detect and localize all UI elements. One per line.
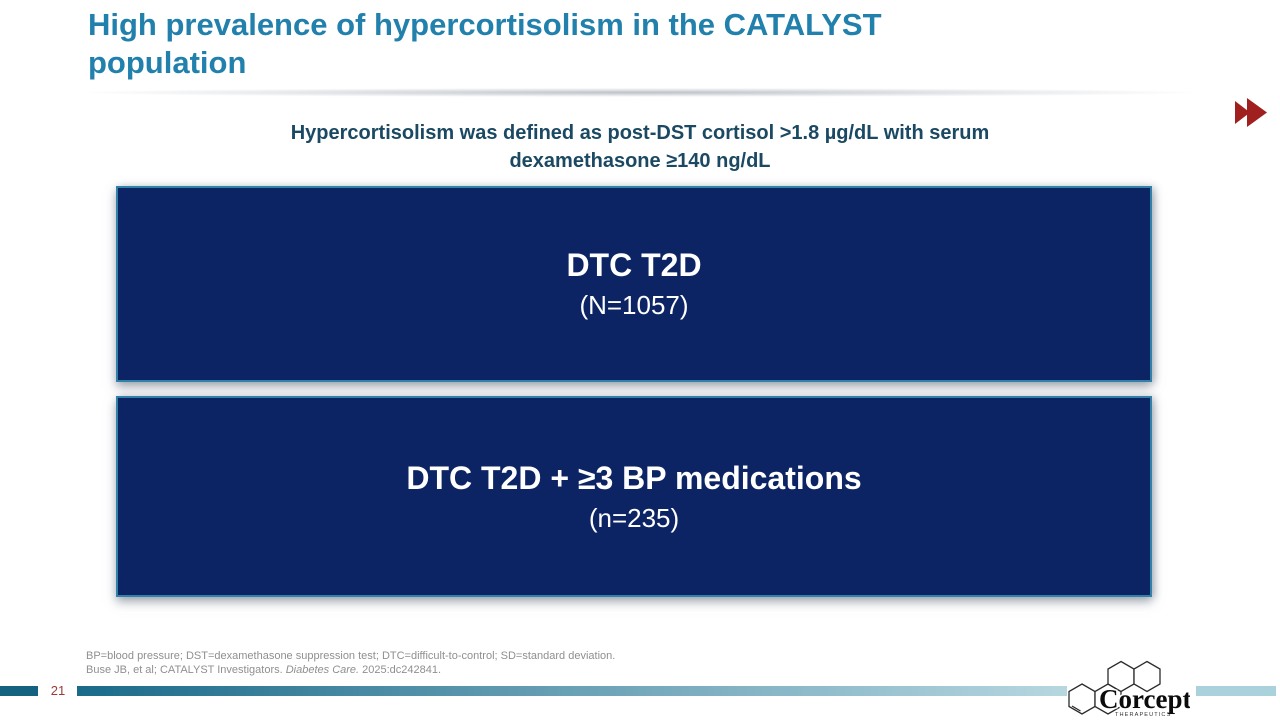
corcept-hexagons-icon [1068,660,1161,715]
footer-bar-left-segment [0,686,38,696]
corcept-tagline: THERAPEUTICS [1115,712,1171,718]
citation-year: 2025:dc242841. [359,664,442,676]
title-divider-shadow [85,88,1195,97]
footer-bar-gradient [77,686,1067,696]
corcept-logo: Corcept THERAPEUTICS [1068,660,1190,718]
corcept-wordmark: Corcept [1099,684,1190,714]
slide-title: High prevalence of hypercortisolism in t… [88,6,1088,82]
population-box-title: DTC T2D + ≥3 BP medications [406,459,862,496]
definition-subtitle-line1: Hypercortisolism was defined as post-DST… [290,122,990,144]
footnotes: BP=blood pressure; DST=dexamethasone sup… [86,649,846,677]
fast-forward-icon [1235,98,1267,127]
slide-title-line2: population [88,45,247,80]
citation-journal: Diabetes Care. [285,664,360,676]
population-box-dtc-t2d: DTC T2D (N=1057) [116,186,1152,382]
population-box-count: (n=235) [588,502,680,533]
definition-subtitle: Hypercortisolism was defined as post-DST… [0,119,1280,175]
slide-title-line1: High prevalence of hypercortisolism in t… [88,7,882,42]
population-box-dtc-t2d-bp-meds: DTC T2D + ≥3 BP medications (n=235) [116,396,1152,597]
page-number: 21 [50,683,66,698]
population-box-count: (N=1057) [579,290,689,320]
population-box-title: DTC T2D [566,247,702,283]
footnote-abbreviations: BP=blood pressure; DST=dexamethasone sup… [86,650,616,662]
footer-bar-right-segment [1196,686,1276,696]
footnote-citation: Buse JB, et al; CATALYST Investigators. … [86,663,846,677]
citation-authors: Buse JB, et al; CATALYST Investigators. [86,664,286,676]
definition-subtitle-line2: dexamethasone ≥140 ng/dL [509,150,771,172]
